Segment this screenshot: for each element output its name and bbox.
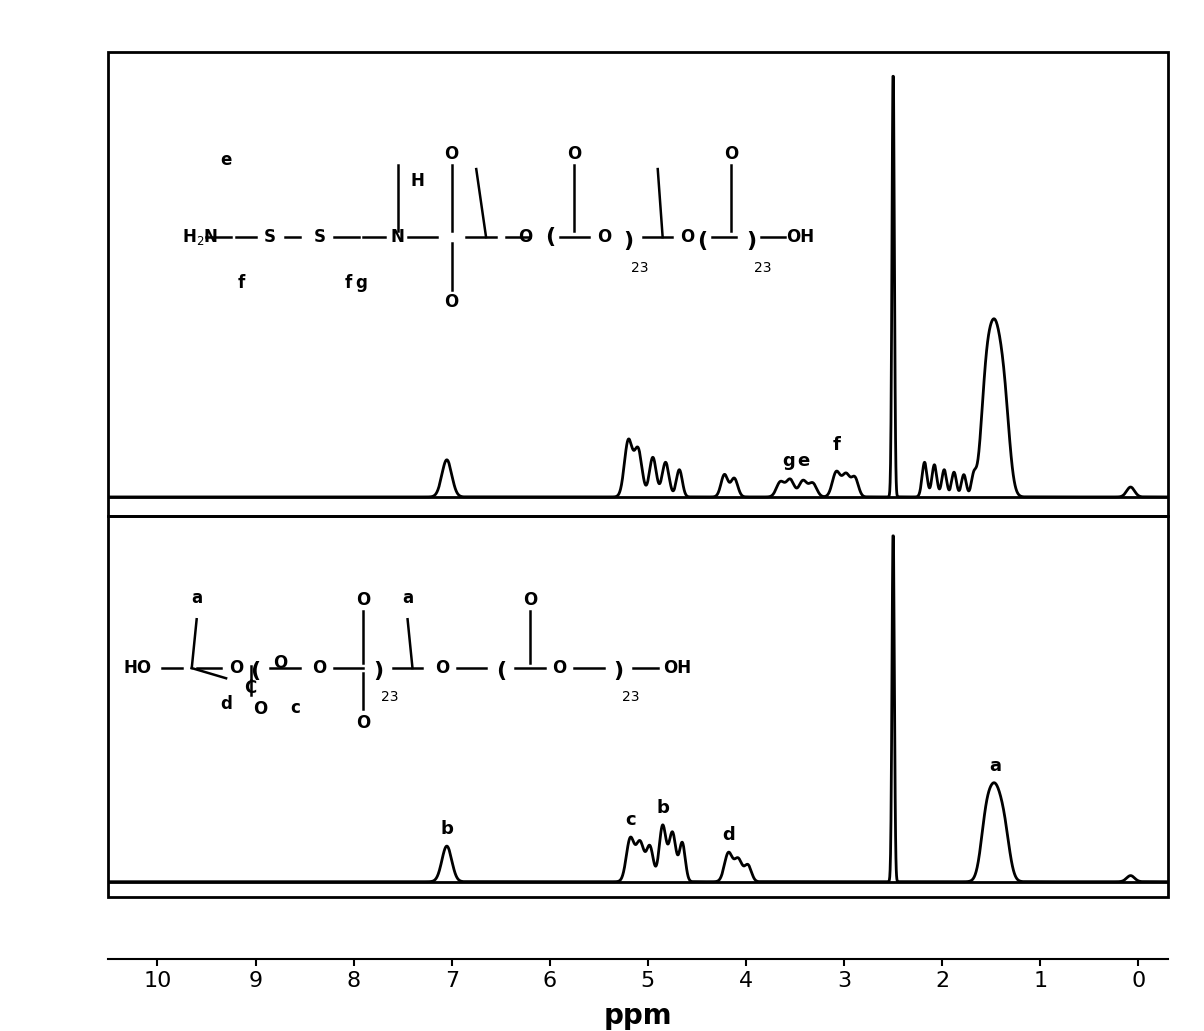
Text: ): ) <box>373 661 383 681</box>
Bar <box>108 52 1168 516</box>
Text: e: e <box>797 453 809 470</box>
Text: O: O <box>518 228 532 246</box>
Text: g: g <box>781 452 795 470</box>
Text: H: H <box>411 172 424 191</box>
Text: 23: 23 <box>631 261 649 275</box>
Bar <box>108 516 1168 897</box>
Text: O: O <box>435 659 449 677</box>
Text: ): ) <box>613 661 624 681</box>
Text: OH: OH <box>786 228 814 246</box>
Text: O: O <box>444 145 459 163</box>
Text: O: O <box>356 591 371 609</box>
Text: O: O <box>229 659 243 677</box>
Text: ): ) <box>624 231 633 251</box>
Text: C: C <box>244 679 256 697</box>
Text: O: O <box>553 659 567 677</box>
Text: (: ( <box>496 661 506 681</box>
Text: b: b <box>441 820 453 838</box>
Text: f: f <box>346 274 353 292</box>
X-axis label: ppm: ppm <box>604 1002 672 1030</box>
Text: O: O <box>253 700 267 718</box>
Text: S: S <box>313 228 325 246</box>
Text: O: O <box>444 293 459 310</box>
Text: O: O <box>597 228 610 246</box>
Text: (: ( <box>544 227 555 247</box>
Text: a: a <box>402 589 413 607</box>
Text: O: O <box>680 228 695 246</box>
Text: OH: OH <box>663 659 691 677</box>
Text: O: O <box>567 145 582 163</box>
Text: a: a <box>191 589 202 607</box>
Text: f: f <box>832 436 840 454</box>
Text: O: O <box>312 659 326 677</box>
Text: S: S <box>264 228 276 246</box>
Text: g: g <box>355 274 367 292</box>
Text: O: O <box>523 591 537 609</box>
Text: ): ) <box>745 231 756 251</box>
Text: f: f <box>237 274 244 292</box>
Text: a: a <box>990 757 1002 775</box>
Text: O: O <box>724 145 738 163</box>
Text: e: e <box>220 152 232 169</box>
Text: c: c <box>290 699 300 717</box>
Text: d: d <box>722 826 734 844</box>
Text: H$_2$N: H$_2$N <box>182 227 218 247</box>
Text: c: c <box>625 811 636 829</box>
Text: O: O <box>273 654 288 672</box>
Text: 23: 23 <box>621 690 639 703</box>
Text: (: ( <box>250 661 260 681</box>
Text: b: b <box>656 799 669 817</box>
Text: N: N <box>391 228 405 246</box>
Text: HO: HO <box>124 659 152 677</box>
Text: (: ( <box>697 231 707 251</box>
Text: 23: 23 <box>754 261 772 275</box>
Text: 23: 23 <box>382 690 399 703</box>
Text: O: O <box>356 713 371 732</box>
Text: d: d <box>220 695 232 712</box>
